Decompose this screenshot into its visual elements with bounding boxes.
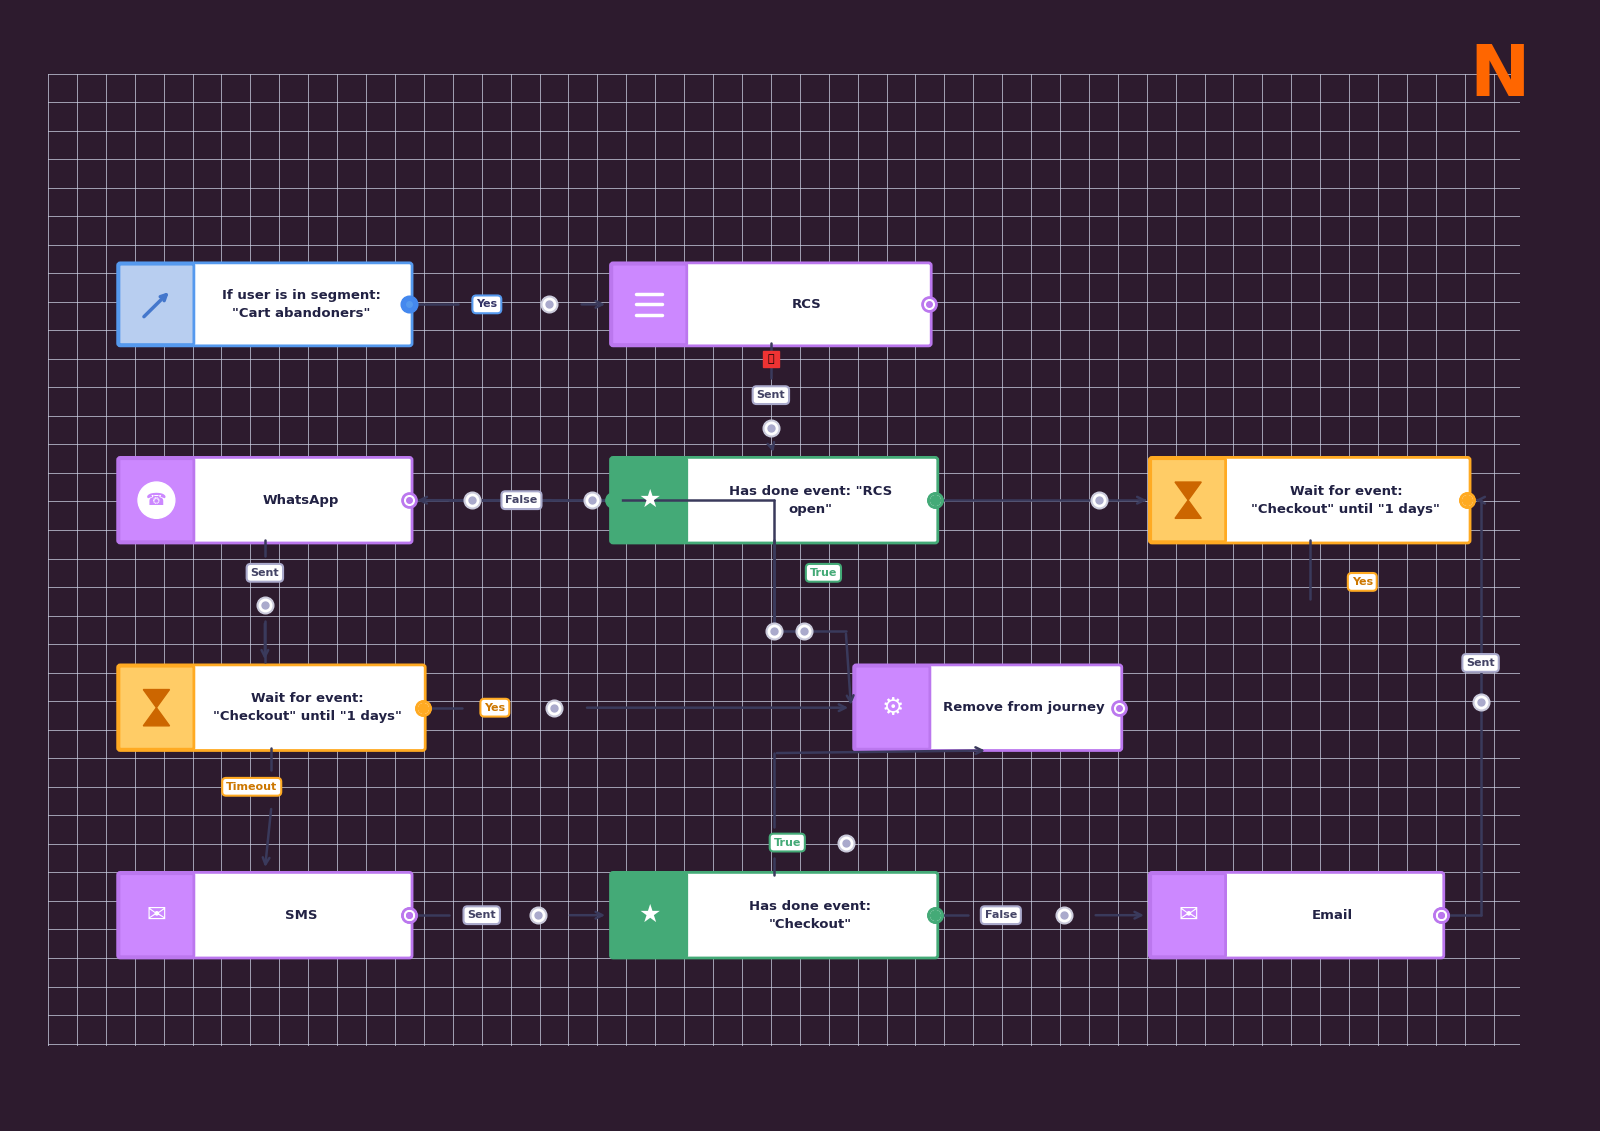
- Text: SMS: SMS: [285, 908, 317, 922]
- Text: Remove from journey: Remove from journey: [942, 701, 1104, 714]
- Text: False: False: [506, 495, 538, 506]
- Text: Yes: Yes: [485, 702, 506, 713]
- FancyBboxPatch shape: [118, 666, 194, 749]
- Text: ★: ★: [638, 904, 661, 927]
- Text: False: False: [984, 910, 1018, 921]
- Text: N: N: [1470, 42, 1530, 111]
- FancyBboxPatch shape: [611, 262, 931, 346]
- Text: Has done event:
"Checkout": Has done event: "Checkout": [749, 899, 872, 931]
- FancyBboxPatch shape: [611, 457, 938, 543]
- FancyBboxPatch shape: [118, 872, 413, 958]
- FancyBboxPatch shape: [118, 262, 413, 346]
- FancyBboxPatch shape: [118, 665, 426, 751]
- Text: True: True: [810, 568, 837, 578]
- Text: Wait for event:
"Checkout" until "1 days": Wait for event: "Checkout" until "1 days…: [1251, 485, 1440, 516]
- FancyBboxPatch shape: [118, 265, 194, 345]
- Text: If user is in segment:
"Cart abandoners": If user is in segment: "Cart abandoners": [221, 288, 381, 320]
- FancyBboxPatch shape: [118, 459, 194, 542]
- Text: Sent: Sent: [467, 910, 496, 921]
- Text: Yes: Yes: [1352, 577, 1373, 587]
- FancyBboxPatch shape: [1150, 459, 1226, 542]
- Text: Email: Email: [1312, 908, 1354, 922]
- Text: ★: ★: [638, 489, 661, 512]
- Text: 🗑: 🗑: [768, 354, 774, 364]
- Text: Sent: Sent: [1466, 658, 1494, 668]
- FancyBboxPatch shape: [1149, 457, 1470, 543]
- Text: Yes: Yes: [477, 300, 498, 310]
- Polygon shape: [1174, 500, 1202, 518]
- Text: WhatsApp: WhatsApp: [262, 494, 339, 507]
- Text: Sent: Sent: [251, 568, 278, 578]
- Polygon shape: [144, 690, 170, 708]
- FancyBboxPatch shape: [611, 872, 938, 958]
- Text: ☎: ☎: [146, 491, 166, 509]
- FancyBboxPatch shape: [611, 265, 686, 345]
- Polygon shape: [144, 708, 170, 726]
- FancyBboxPatch shape: [854, 666, 930, 749]
- Polygon shape: [1174, 482, 1202, 500]
- Text: ✉: ✉: [1178, 904, 1198, 927]
- Text: Wait for event:
"Checkout" until "1 days": Wait for event: "Checkout" until "1 days…: [213, 692, 402, 723]
- Text: Sent: Sent: [757, 390, 786, 400]
- Text: ✉: ✉: [147, 904, 166, 927]
- Text: ⚙: ⚙: [882, 696, 904, 719]
- Circle shape: [138, 482, 174, 518]
- FancyBboxPatch shape: [854, 665, 1122, 751]
- Text: RCS: RCS: [792, 297, 822, 311]
- Text: Has done event: "RCS
open": Has done event: "RCS open": [728, 485, 891, 516]
- FancyBboxPatch shape: [118, 457, 413, 543]
- Text: Timeout: Timeout: [226, 782, 277, 792]
- FancyBboxPatch shape: [611, 873, 686, 957]
- Text: True: True: [773, 838, 802, 847]
- FancyBboxPatch shape: [611, 459, 686, 542]
- FancyBboxPatch shape: [1149, 872, 1443, 958]
- FancyBboxPatch shape: [118, 873, 194, 957]
- FancyBboxPatch shape: [1150, 873, 1226, 957]
